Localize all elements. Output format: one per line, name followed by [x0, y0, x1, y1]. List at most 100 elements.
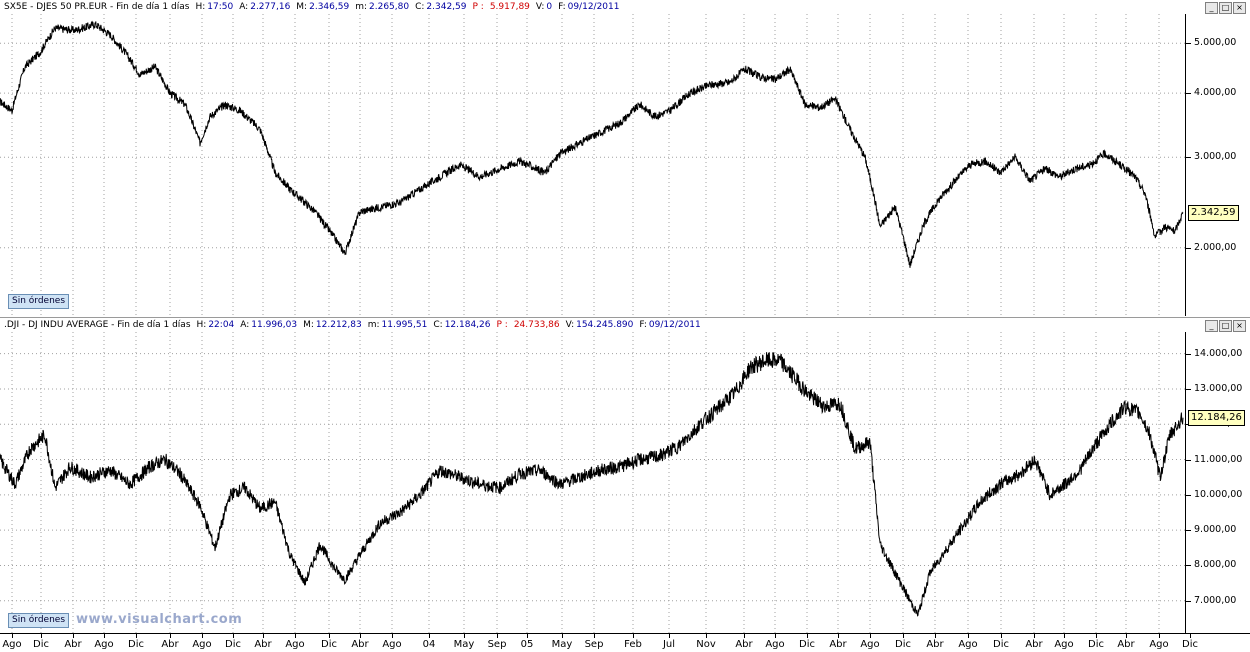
xtick-mark	[807, 634, 808, 638]
top-ytick-mark	[1186, 247, 1191, 249]
top-chart-header: SX5E - DJES 50 PR.EUR - Fin de día 1 día…	[0, 0, 1189, 14]
xtick-mark	[1001, 634, 1002, 638]
xtick-label: Dic	[993, 639, 1009, 650]
top-header-item: 0	[546, 2, 553, 12]
bottom-plot-area[interactable]: Sin órdenes www.visualchart.com	[0, 332, 1186, 633]
bottom-window-buttons: _ □ ×	[1205, 320, 1246, 332]
top-orders-badge[interactable]: Sin órdenes	[8, 294, 70, 309]
top-header-item: 2.342,59	[426, 2, 467, 12]
xtick-label: Dic	[33, 639, 49, 650]
bottom-price-chart	[0, 332, 1185, 633]
minimize-icon[interactable]: _	[1205, 320, 1218, 332]
xtick-label: Dic	[1088, 639, 1104, 650]
top-header-item: H:	[195, 2, 206, 12]
top-price-chart	[0, 14, 1185, 316]
bottom-header-item: C:	[433, 320, 443, 330]
xtick-mark	[392, 634, 393, 638]
xtick-mark	[12, 634, 13, 638]
top-header-item: C:	[415, 2, 425, 12]
maximize-icon[interactable]: □	[1219, 2, 1232, 14]
xtick-label: Ago	[285, 639, 305, 650]
xtick-label: Sep	[487, 639, 507, 650]
bottom-header-item: V:	[565, 320, 575, 330]
xtick-mark	[329, 634, 330, 638]
xtick-label: Feb	[624, 639, 642, 650]
xtick-mark	[1126, 634, 1127, 638]
xtick-label: Dic	[225, 639, 241, 650]
close-icon[interactable]: ×	[1233, 2, 1246, 14]
bottom-price-line	[0, 352, 1184, 617]
xtick-label: Abr	[1025, 639, 1043, 650]
xtick-label: 04	[422, 639, 436, 650]
bottom-ytick-mark	[1186, 565, 1191, 567]
xtick-mark	[233, 634, 234, 638]
bottom-header-item: 24.733,86	[513, 320, 560, 330]
top-header-item: V:	[535, 2, 545, 12]
xtick-mark	[136, 634, 137, 638]
bottom-y-axis: 7.000,00 8.000,00 9.000,00 10.000,00 11.000,…	[1186, 332, 1250, 633]
xtick-label: Ago	[382, 639, 402, 650]
top-header-item: SX5E - DJES 50 PR.EUR - Fin de día 1 día…	[4, 2, 190, 12]
xtick-label: Ago	[765, 639, 785, 650]
top-header-item: 2.277,16	[250, 2, 291, 12]
xtick-label: Nov	[696, 639, 716, 650]
top-header-item: F:	[558, 2, 566, 12]
bottom-ytick-mark	[1186, 600, 1191, 602]
minimize-icon[interactable]: _	[1205, 2, 1218, 14]
bottom-header-item: P :	[496, 320, 508, 330]
xtick-mark	[1034, 634, 1035, 638]
xtick-mark	[1159, 634, 1160, 638]
bottom-header-item: 154.245.890	[576, 320, 634, 330]
top-ytick-mark	[1186, 43, 1191, 45]
top-window-buttons: _ □ ×	[1205, 2, 1246, 14]
bottom-orders-badge[interactable]: Sin órdenes	[8, 613, 70, 628]
xtick-label: May	[453, 639, 475, 650]
xtick-mark	[429, 634, 430, 638]
xtick-mark	[1096, 634, 1097, 638]
bottom-header-item: M:	[303, 320, 314, 330]
xtick-mark	[706, 634, 707, 638]
xtick-mark	[1190, 634, 1191, 638]
xtick-label: Dic	[321, 639, 337, 650]
xtick-mark	[594, 634, 595, 638]
xtick-mark	[73, 634, 74, 638]
top-header-item: m:	[355, 2, 367, 12]
bottom-ytick-label: 8.000,00	[1194, 559, 1237, 571]
maximize-icon[interactable]: □	[1219, 320, 1232, 332]
top-last-value-label: 2.342,59	[1188, 204, 1239, 221]
xtick-label: Ago	[860, 639, 880, 650]
bottom-header-item: A:	[240, 320, 250, 330]
xtick-mark	[497, 634, 498, 638]
xtick-label: Ago	[94, 639, 114, 650]
xtick-label: Ago	[192, 639, 212, 650]
top-y-axis: 2.000,00 3.000,00 4.000,00 5.000,00 2.342,59	[1186, 14, 1250, 316]
bottom-ytick-label: 13.000,00	[1194, 382, 1243, 394]
xtick-mark	[562, 634, 563, 638]
xtick-mark	[838, 634, 839, 638]
top-ytick-label: 2.000,00	[1194, 241, 1237, 253]
xtick-mark	[202, 634, 203, 638]
bottom-chart-panel[interactable]: .DJI - DJ INDU AVERAGE - Fin de día 1 dí…	[0, 317, 1250, 634]
xtick-label: Dic	[895, 639, 911, 650]
xtick-label: Dic	[128, 639, 144, 650]
xtick-mark	[295, 634, 296, 638]
xtick-mark	[744, 634, 745, 638]
close-icon[interactable]: ×	[1233, 320, 1246, 332]
top-header-item: 17:50	[207, 2, 234, 12]
bottom-ytick-mark	[1186, 459, 1191, 461]
xtick-label: Ago	[2, 639, 22, 650]
bottom-header-item: 09/12/2011	[648, 320, 701, 330]
bottom-header-item: 11.995,51	[381, 320, 428, 330]
time-axis: Ago Dic Abr Ago Dic Abr Ago Dic Abr Ago Dic Abr Ago 0…	[0, 633, 1250, 652]
xtick-label: Abr	[735, 639, 753, 650]
xtick-mark	[968, 634, 969, 638]
bottom-ytick-mark	[1186, 494, 1191, 496]
top-plot-area[interactable]: Sin órdenes	[0, 14, 1186, 316]
xtick-mark	[360, 634, 361, 638]
xtick-mark	[775, 634, 776, 638]
top-chart-panel[interactable]: SX5E - DJES 50 PR.EUR - Fin de día 1 día…	[0, 0, 1250, 317]
xtick-label: Abr	[351, 639, 369, 650]
bottom-last-value-label: 12.184,26	[1188, 409, 1245, 426]
top-price-line	[0, 20, 1184, 268]
bottom-header-item: H:	[196, 320, 207, 330]
